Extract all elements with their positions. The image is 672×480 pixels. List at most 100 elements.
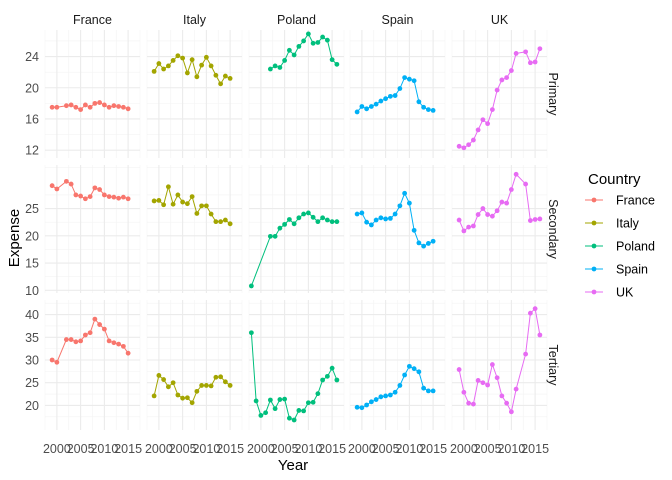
data-point [475,378,481,383]
data-point [494,208,500,214]
legend-item: Poland [585,240,655,254]
facet-row-label: Primary [546,72,560,116]
data-point [82,332,88,338]
y-tick-label: 20 [25,399,39,413]
data-point [184,395,190,401]
data-point [334,61,340,67]
data-point [248,283,254,289]
x-tick-label: 2015 [318,442,346,456]
x-tick-label: 2000 [348,442,376,456]
data-point [180,199,186,205]
facet-row-label: Secondary [546,199,560,260]
data-point [156,61,162,66]
data-point [305,400,311,406]
y-tick-label: 24 [25,50,39,64]
data-point [54,359,60,365]
data-point [116,195,122,201]
data-point [402,372,408,378]
data-point [208,63,214,69]
data-point [373,217,379,223]
data-point [373,397,379,402]
data-point [97,100,103,105]
data-point [461,228,467,234]
data-point [161,66,167,72]
data-point [310,399,316,405]
facet-column-label: Spain [382,13,414,27]
data-point [267,397,273,403]
data-point [499,393,505,399]
facet-panel [451,165,548,293]
data-point [329,219,335,225]
y-tick-label: 15 [25,257,39,271]
data-point [54,104,60,110]
data-point [296,215,302,221]
data-point [189,57,195,63]
facet-row-label: Tertiary [546,345,560,387]
data-point [106,104,112,110]
facet-panel [349,165,446,293]
data-point [485,121,491,127]
data-point [315,391,321,397]
x-tick-label: 2000 [247,442,275,456]
data-point [387,215,393,221]
facet-panel [44,30,141,158]
data-point [78,193,84,199]
data-point [513,171,519,177]
data-point [218,219,224,225]
data-point [170,58,176,63]
data-point [218,374,224,380]
data-point [106,338,112,344]
data-point [227,383,233,388]
x-tick-label: 2015 [521,442,549,456]
facet-panel [451,300,548,430]
legend-title: Country [588,171,641,188]
series-line [51,318,129,363]
data-point [387,93,393,99]
data-point [480,206,486,211]
y-tick-label: 30 [25,354,39,368]
data-point [125,106,131,112]
x-tick-label: 2015 [216,442,244,456]
data-point [194,74,200,80]
facet-panel [248,300,345,430]
data-point [489,213,495,219]
facet-panel [146,30,243,158]
x-tick-label: 2010 [192,442,220,456]
data-point [291,221,297,227]
data-point [537,216,543,222]
data-point [513,51,519,56]
data-point [97,322,103,327]
data-point [329,57,335,63]
data-point [175,192,181,198]
data-point [494,375,500,381]
legend-label: France [616,194,655,208]
series-line [250,332,338,421]
x-tick-label: 2005 [372,442,400,456]
facet-panel [349,30,446,158]
data-point [411,366,417,372]
data-point [222,379,228,385]
data-point [368,104,374,109]
data-point [466,142,472,148]
facet-column-label: Poland [277,13,316,27]
data-point [286,217,292,222]
data-point [253,398,259,404]
data-point [383,393,389,399]
data-point [277,397,283,402]
data-point [194,211,200,216]
data-point [213,72,219,78]
y-tick-label: 20 [25,81,39,95]
data-point [397,86,403,91]
data-point [73,192,79,198]
data-point [470,137,476,143]
data-point [523,181,529,187]
data-point [397,203,403,209]
data-point [156,373,162,378]
data-point [421,385,427,391]
data-point [301,211,307,217]
data-point [203,54,209,60]
x-tick-label: 2005 [474,442,502,456]
y-axis-title: Expense [6,209,23,267]
data-point [329,365,335,371]
data-point [151,68,157,74]
